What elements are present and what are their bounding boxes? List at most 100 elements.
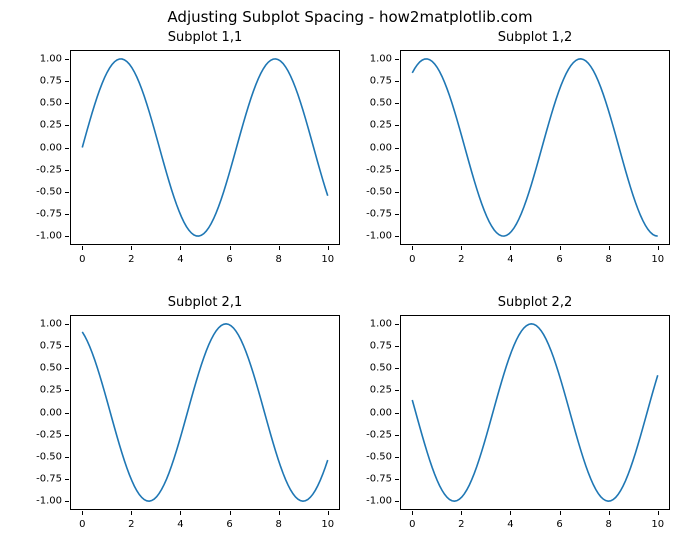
y-tick-label: 0.25 [370,385,392,396]
line-plot [400,50,670,245]
y-tick-label: -1.00 [366,496,392,507]
y-tick [395,413,399,414]
series-line [412,59,657,236]
x-tick-label: 6 [556,519,562,530]
x-tick [560,511,561,515]
x-tick-label: 4 [177,519,183,530]
x-tick [328,246,329,250]
x-tick-label: 4 [177,254,183,265]
x-tick-label: 2 [128,519,134,530]
y-tick-label: 1.00 [370,53,392,64]
y-tick [65,435,69,436]
x-tick [461,246,462,250]
y-tick [395,435,399,436]
x-tick-label: 2 [458,254,464,265]
x-tick [510,246,511,250]
x-tick [510,511,511,515]
subplot-title: Subplot 1,2 [400,30,670,45]
y-tick [395,479,399,480]
subplot-title: Subplot 2,1 [70,295,340,310]
x-tick-label: 10 [651,254,664,265]
y-tick [395,501,399,502]
y-tick [395,192,399,193]
x-tick-label: 10 [321,519,334,530]
y-tick-label: 0.50 [370,98,392,109]
x-tick [180,246,181,250]
y-tick-label: 0.50 [40,98,62,109]
y-tick [65,192,69,193]
y-tick [395,125,399,126]
y-tick [65,103,69,104]
y-tick-label: -1.00 [366,231,392,242]
x-tick [82,246,83,250]
y-tick-label: -0.25 [366,164,392,175]
x-tick-label: 4 [507,254,513,265]
y-tick-label: 0.00 [370,142,392,153]
y-tick [395,324,399,325]
x-tick [609,246,610,250]
y-tick [395,390,399,391]
y-tick-label: -1.00 [36,496,62,507]
y-tick-label: -0.25 [366,429,392,440]
line-plot [400,315,670,510]
y-tick [395,103,399,104]
y-tick [395,81,399,82]
y-tick [395,457,399,458]
x-tick [658,511,659,515]
y-tick-label: -0.50 [366,451,392,462]
x-tick [560,246,561,250]
x-tick [230,511,231,515]
x-tick-label: 10 [651,519,664,530]
y-tick [65,346,69,347]
figure: Adjusting Subplot Spacing - how2matplotl… [0,0,700,560]
y-tick [395,170,399,171]
x-tick-label: 6 [556,254,562,265]
y-tick [65,368,69,369]
y-tick-label: 1.00 [40,318,62,329]
y-tick [395,346,399,347]
y-tick-label: -0.75 [36,208,62,219]
y-tick-label: 0.75 [40,341,62,352]
x-tick-label: 10 [321,254,334,265]
y-tick [395,368,399,369]
y-tick [65,170,69,171]
x-tick [412,511,413,515]
subplot-title: Subplot 1,1 [70,30,340,45]
y-tick-label: -0.75 [36,473,62,484]
x-tick-label: 8 [275,519,281,530]
subplot: Subplot 1,20246810-1.00-0.75-0.50-0.250.… [400,50,670,245]
subplot: Subplot 2,20246810-1.00-0.75-0.50-0.250.… [400,315,670,510]
x-tick [131,511,132,515]
subplot-title: Subplot 2,2 [400,295,670,310]
x-tick [461,511,462,515]
y-tick-label: -0.75 [366,208,392,219]
x-tick-label: 2 [458,519,464,530]
y-tick-label: 1.00 [40,53,62,64]
x-tick-label: 0 [409,519,415,530]
y-tick [395,148,399,149]
y-tick-label: 0.50 [370,363,392,374]
series-line [412,324,657,501]
y-tick [65,457,69,458]
y-tick [65,236,69,237]
x-tick-label: 0 [79,254,85,265]
y-tick-label: 0.50 [40,363,62,374]
y-tick [65,501,69,502]
y-tick-label: -0.25 [36,429,62,440]
x-tick [658,246,659,250]
y-tick-label: 0.75 [40,76,62,87]
x-tick [279,246,280,250]
y-tick-label: -0.50 [36,186,62,197]
x-tick [180,511,181,515]
line-plot [70,315,340,510]
x-tick-label: 0 [79,519,85,530]
x-tick-label: 8 [605,254,611,265]
y-tick-label: 0.75 [370,76,392,87]
x-tick-label: 6 [226,254,232,265]
subplot: Subplot 1,10246810-1.00-0.75-0.50-0.250.… [70,50,340,245]
series-line [82,324,327,501]
x-tick [412,246,413,250]
y-tick-label: -0.25 [36,164,62,175]
x-tick [279,511,280,515]
x-tick-label: 8 [605,519,611,530]
